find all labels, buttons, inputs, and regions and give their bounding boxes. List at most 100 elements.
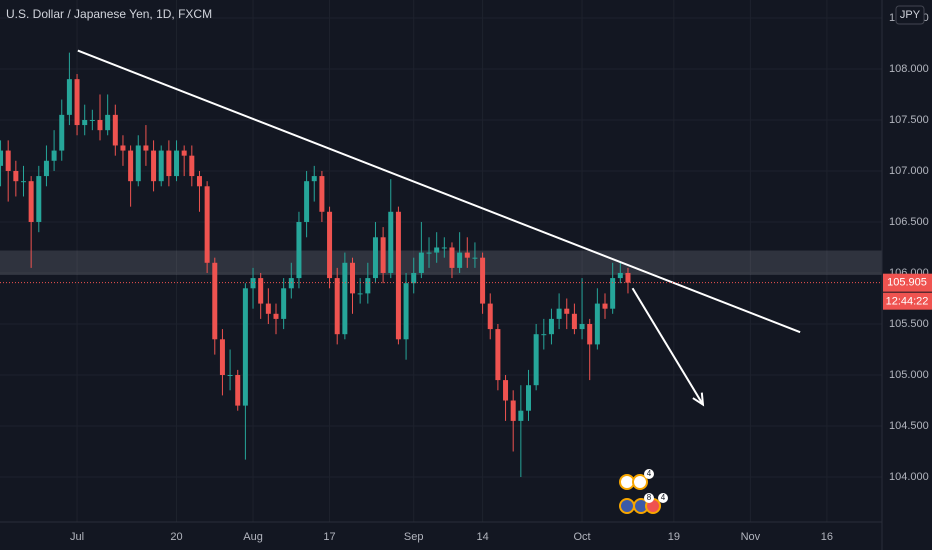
candle-body bbox=[449, 247, 455, 268]
candle-body bbox=[357, 293, 363, 295]
candle-body bbox=[265, 303, 271, 314]
axes: 104.000104.500105.000105.500106.000106.5… bbox=[70, 12, 932, 543]
candle-body bbox=[525, 385, 531, 411]
event-count[interactable]: 8 bbox=[647, 493, 652, 502]
candle-body bbox=[610, 278, 616, 309]
event-icon[interactable] bbox=[619, 498, 635, 514]
candle-body bbox=[97, 119, 103, 131]
candle-body bbox=[36, 176, 42, 222]
candle-body bbox=[105, 114, 111, 131]
candle-body bbox=[411, 272, 417, 284]
candle-body bbox=[571, 313, 577, 330]
candle-body bbox=[426, 252, 432, 254]
event-count-bg[interactable] bbox=[658, 493, 668, 503]
candle-body bbox=[288, 278, 294, 289]
event-count-bg[interactable] bbox=[644, 469, 654, 479]
event-icons[interactable]: 4 8 4 bbox=[619, 469, 668, 514]
candle-body bbox=[189, 155, 195, 177]
candle-body bbox=[487, 303, 493, 330]
candle-body bbox=[342, 262, 348, 335]
price-label: 105.905 bbox=[887, 277, 927, 289]
zone bbox=[0, 250, 882, 276]
candle-body bbox=[510, 400, 516, 421]
x-tick-label: Jul bbox=[70, 531, 84, 543]
candle-body bbox=[594, 303, 600, 345]
x-tick-label: 16 bbox=[821, 531, 833, 543]
y-tick-label: 104.000 bbox=[889, 471, 929, 483]
y-tick-label: 104.500 bbox=[889, 420, 929, 432]
candle-body bbox=[143, 145, 149, 151]
candles bbox=[0, 52, 631, 478]
candle-body bbox=[548, 318, 554, 335]
candle-body bbox=[365, 278, 371, 294]
candle-body bbox=[212, 262, 218, 340]
candle-body bbox=[395, 211, 401, 340]
candle-body bbox=[28, 181, 34, 222]
candle-body bbox=[235, 374, 241, 406]
candle-body bbox=[464, 252, 470, 258]
candle-body bbox=[319, 176, 325, 212]
candle-body bbox=[43, 160, 49, 177]
x-tick-label: Aug bbox=[243, 531, 263, 543]
candle-body bbox=[74, 79, 80, 126]
candle-body bbox=[617, 272, 623, 279]
candle-body bbox=[227, 374, 233, 376]
event-count[interactable]: 4 bbox=[661, 493, 666, 502]
candle-body bbox=[20, 181, 26, 183]
zone-layer bbox=[0, 250, 882, 276]
candle-body bbox=[273, 313, 279, 319]
candle-body bbox=[151, 150, 157, 182]
candle-body bbox=[135, 145, 141, 182]
candle-body bbox=[242, 288, 248, 406]
event-count-bg[interactable] bbox=[644, 493, 654, 503]
candle-body bbox=[334, 278, 340, 335]
candle-body bbox=[89, 119, 95, 121]
currency-badge[interactable] bbox=[895, 5, 925, 25]
event-icon[interactable] bbox=[632, 474, 648, 490]
candle-body bbox=[372, 237, 378, 279]
candle-body bbox=[503, 380, 509, 401]
candle-body bbox=[327, 211, 333, 279]
x-tick-label: 14 bbox=[476, 531, 488, 543]
currency-label[interactable]: JPY bbox=[900, 9, 921, 21]
countdown-label: 12:44:22 bbox=[886, 296, 929, 308]
x-tick-label: Oct bbox=[573, 531, 590, 543]
candle-body bbox=[380, 237, 386, 273]
countdown-box bbox=[883, 292, 932, 310]
candle-body bbox=[625, 272, 631, 283]
candle-body bbox=[5, 150, 11, 171]
candle-body bbox=[350, 262, 356, 294]
y-tick-label: 108.000 bbox=[889, 63, 929, 75]
candle-body bbox=[311, 176, 317, 182]
candle-body bbox=[112, 114, 118, 146]
y-tick-label: 105.500 bbox=[889, 318, 929, 330]
event-icon[interactable] bbox=[619, 474, 635, 490]
chart-title: U.S. Dollar / Japanese Yen, 1D, FXCM bbox=[6, 7, 212, 21]
candle-body bbox=[418, 252, 424, 273]
candle-body bbox=[258, 278, 264, 304]
candle-body bbox=[403, 283, 409, 340]
candle-body bbox=[219, 339, 225, 375]
x-tick-label: Sep bbox=[404, 531, 424, 543]
candle-body bbox=[296, 221, 302, 279]
candle-body bbox=[434, 247, 440, 253]
x-tick-label: 17 bbox=[323, 531, 335, 543]
candle-body bbox=[204, 186, 210, 263]
candle-body bbox=[281, 288, 287, 319]
candle-body bbox=[174, 150, 180, 177]
candle-body bbox=[388, 211, 394, 273]
candle-body bbox=[82, 119, 88, 126]
candle-body bbox=[441, 247, 447, 249]
candle-body bbox=[13, 170, 19, 182]
y-tick-label: 105.000 bbox=[889, 369, 929, 381]
candle-body bbox=[166, 150, 172, 177]
event-count[interactable]: 4 bbox=[647, 469, 652, 478]
drawings bbox=[0, 49, 882, 407]
candle-body bbox=[0, 150, 4, 166]
candle-body bbox=[181, 150, 187, 156]
candle-body bbox=[533, 334, 539, 386]
candle-body bbox=[250, 278, 256, 289]
y-tick-label: 107.500 bbox=[889, 114, 929, 126]
candle-body bbox=[457, 252, 463, 268]
